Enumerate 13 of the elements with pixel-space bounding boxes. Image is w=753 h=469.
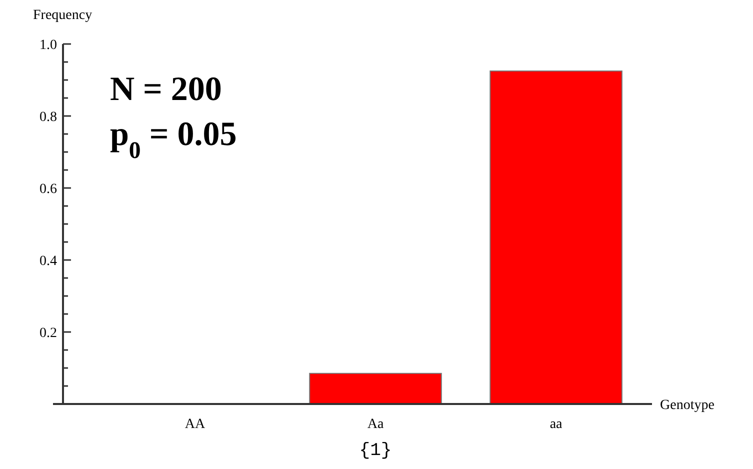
annotation: p$_{0}$ = 0.05 (110, 116, 237, 164)
y-tick-label: 0.2 (40, 326, 57, 341)
x-tick-label: Aa (367, 417, 384, 432)
x-axis-title: Genotype (660, 398, 714, 413)
y-tick-label: 0.4 (40, 254, 57, 269)
x-tick-label: AA (184, 417, 206, 432)
y-tick-label: 0.6 (40, 182, 57, 197)
annotation: N = 200 (110, 71, 222, 108)
y-tick-label: 1.0 (40, 38, 57, 53)
y-axis-title: Frequency (33, 8, 92, 23)
y-tick-label: 0.8 (40, 110, 57, 125)
x-tick-label: aa (550, 417, 564, 432)
text: {1} (359, 441, 392, 461)
